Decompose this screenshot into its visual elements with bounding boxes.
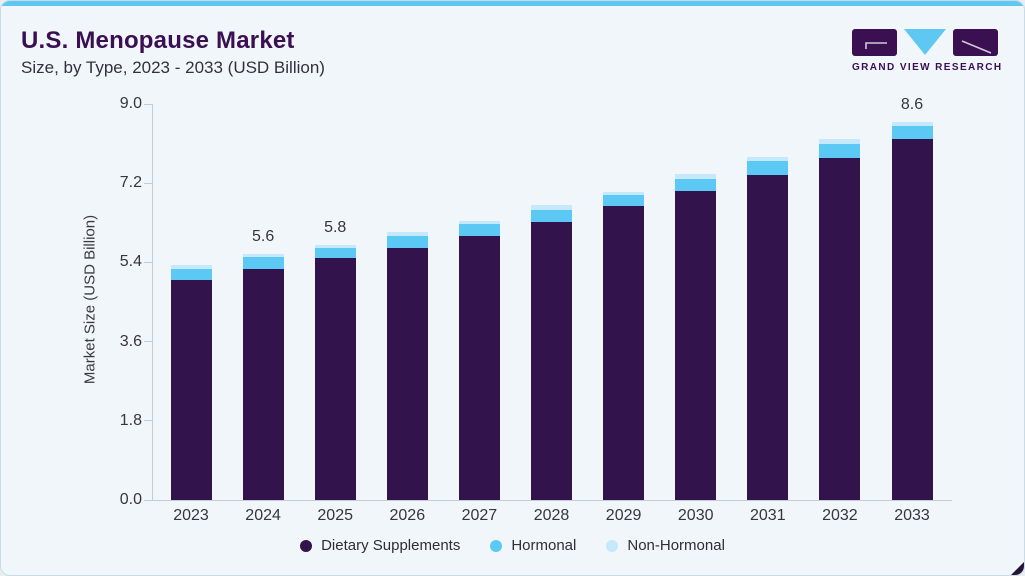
x-tick-label-2032: 2032 bbox=[822, 507, 858, 524]
bar-segment-hormonal-2023 bbox=[170, 269, 212, 280]
legend-label: Dietary Supplements bbox=[321, 537, 461, 554]
y-tick-mark bbox=[144, 261, 152, 263]
x-tick-label-2030: 2030 bbox=[677, 507, 714, 524]
bar-segment-dietary-supplements-2024 bbox=[242, 268, 284, 500]
y-tick-label: 7.2 bbox=[119, 174, 142, 192]
bar-segment-hormonal-2025 bbox=[314, 247, 356, 258]
bar-segment-hormonal-2033 bbox=[891, 126, 933, 140]
bar-2026 bbox=[386, 231, 428, 500]
logo-v-triangle-icon bbox=[904, 29, 946, 55]
bar-2031 bbox=[747, 156, 789, 500]
bar-segment-non-hormonal-2026 bbox=[386, 231, 428, 236]
page-subtitle: Size, by Type, 2023 - 2033 (USD Billion) bbox=[21, 58, 325, 77]
bar-segment-dietary-supplements-2031 bbox=[747, 175, 789, 500]
bar-segment-non-hormonal-2028 bbox=[531, 205, 572, 210]
bar-segment-non-hormonal-2024 bbox=[242, 253, 284, 257]
bar-segment-non-hormonal-2030 bbox=[675, 174, 717, 180]
x-tick-label-2026: 2026 bbox=[389, 507, 426, 524]
x-tick-label-2025: 2025 bbox=[317, 507, 353, 524]
bar-2033 bbox=[891, 121, 933, 500]
bar-segment-hormonal-2032 bbox=[819, 144, 861, 158]
bar-2032 bbox=[819, 139, 861, 500]
bar-value-label-2033: 8.6 bbox=[900, 95, 924, 113]
bar-segment-dietary-supplements-2023 bbox=[170, 279, 212, 500]
x-tick-label-2031: 2031 bbox=[750, 507, 786, 524]
y-tick-mark bbox=[144, 420, 152, 422]
y-tick-label: 3.6 bbox=[119, 332, 142, 350]
legend-label: Hormonal bbox=[511, 537, 577, 554]
legend-marker-icon bbox=[490, 539, 503, 552]
legend-marker-icon bbox=[606, 539, 619, 552]
bar-segment-non-hormonal-2031 bbox=[747, 156, 789, 162]
y-tick-mark bbox=[144, 499, 152, 501]
bar-segment-non-hormonal-2033 bbox=[891, 121, 933, 127]
x-tick-label-2029: 2029 bbox=[605, 507, 642, 524]
bar-segment-dietary-supplements-2028 bbox=[531, 221, 572, 500]
legend-label: Non-Hormonal bbox=[627, 537, 725, 554]
bar-segment-hormonal-2030 bbox=[675, 179, 717, 192]
page-title: U.S. Menopause Market bbox=[21, 27, 295, 54]
y-tick-label: 9.0 bbox=[119, 95, 142, 112]
y-tick-mark bbox=[144, 341, 152, 343]
bar-segment-non-hormonal-2025 bbox=[314, 244, 356, 248]
bar-segment-non-hormonal-2027 bbox=[458, 220, 500, 225]
bar-segment-dietary-supplements-2027 bbox=[458, 235, 500, 500]
y-tick-label: 0.0 bbox=[119, 491, 142, 508]
x-tick-label-2033: 2033 bbox=[894, 507, 930, 524]
bar-segment-dietary-supplements-2030 bbox=[675, 191, 717, 500]
logo-g-icon bbox=[852, 29, 897, 56]
legend-item-hormonal: Hormonal bbox=[490, 537, 576, 554]
logo-r-icon bbox=[953, 29, 998, 56]
bar-segment-hormonal-2026 bbox=[386, 235, 428, 248]
y-axis-title: Market Size (USD Billion) bbox=[81, 214, 99, 385]
grand-view-research-logo: GRAND VIEW RESEARCH bbox=[852, 29, 1003, 73]
bar-2027 bbox=[458, 220, 500, 500]
x-tick-label-2027: 2027 bbox=[461, 507, 498, 524]
y-tick-label: 5.4 bbox=[119, 253, 142, 271]
bar-segment-dietary-supplements-2029 bbox=[603, 206, 645, 500]
plot-area bbox=[152, 104, 952, 501]
y-tick-mark bbox=[144, 103, 152, 105]
bar-2024 bbox=[242, 253, 284, 500]
bar-segment-non-hormonal-2032 bbox=[819, 139, 861, 145]
x-tick-label-2023: 2023 bbox=[173, 507, 209, 524]
bar-segment-dietary-supplements-2033 bbox=[891, 139, 933, 500]
bar-segment-non-hormonal-2023 bbox=[170, 265, 212, 270]
bar-segment-hormonal-2027 bbox=[458, 224, 500, 236]
bar-2029 bbox=[603, 192, 645, 500]
bar-segment-dietary-supplements-2025 bbox=[314, 257, 356, 500]
legend-item-non-hormonal: Non-Hormonal bbox=[606, 537, 725, 554]
bar-2025 bbox=[314, 244, 356, 500]
y-tick-mark bbox=[144, 182, 152, 184]
bar-2028 bbox=[531, 205, 572, 500]
legend-item-dietary-supplements: Dietary Supplements bbox=[300, 537, 460, 554]
bar-2030 bbox=[675, 174, 717, 500]
bar-segment-hormonal-2028 bbox=[531, 209, 572, 222]
bar-value-label-2024: 5.6 bbox=[251, 227, 275, 245]
logo-shapes bbox=[852, 29, 998, 57]
bar-value-label-2025: 5.8 bbox=[324, 218, 347, 236]
bar-segment-hormonal-2024 bbox=[242, 256, 284, 269]
cursor-artifact-icon bbox=[1010, 561, 1024, 575]
legend-marker-icon bbox=[300, 539, 313, 552]
y-tick-label: 1.8 bbox=[119, 411, 142, 429]
bar-segment-non-hormonal-2029 bbox=[603, 192, 645, 196]
bar-segment-dietary-supplements-2026 bbox=[386, 247, 428, 500]
bar-2023 bbox=[170, 265, 212, 500]
chart-legend: Dietary Supplements Hormonal Non-Hormonal bbox=[1, 537, 1024, 554]
top-accent-bar bbox=[1, 1, 1024, 6]
x-tick-label-2028: 2028 bbox=[533, 507, 570, 524]
bar-segment-hormonal-2031 bbox=[747, 161, 789, 176]
bar-segment-hormonal-2029 bbox=[603, 195, 645, 207]
x-tick-label-2024: 2024 bbox=[245, 507, 281, 524]
logo-wordmark: GRAND VIEW RESEARCH bbox=[852, 62, 1003, 73]
bar-segment-dietary-supplements-2032 bbox=[819, 157, 861, 500]
